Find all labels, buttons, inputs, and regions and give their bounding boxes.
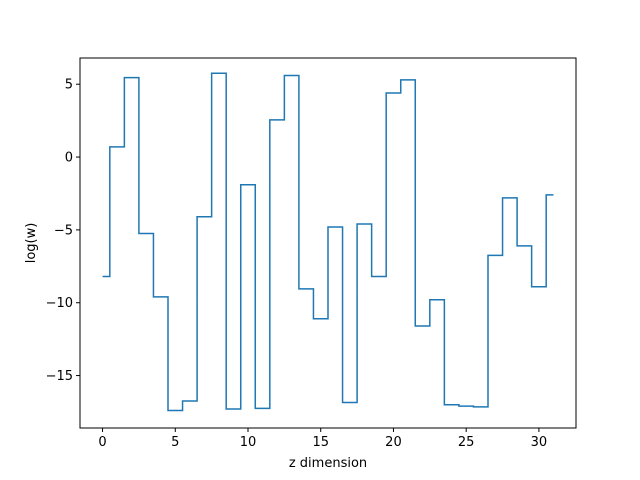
x-tick-label-25: 25 <box>458 435 475 450</box>
y-tick-label-4: 5 <box>65 78 73 93</box>
data-point-8 <box>216 71 221 76</box>
data-point-0 <box>100 274 105 279</box>
data-point-10 <box>246 182 251 187</box>
data-point-17 <box>347 400 352 405</box>
y-tick-label-3: 0 <box>65 151 73 166</box>
data-point-22 <box>420 324 425 329</box>
x-tick-label-20: 20 <box>385 435 402 450</box>
data-point-5 <box>173 408 178 413</box>
series-layer <box>100 71 556 413</box>
step-series-line-0 <box>102 72 554 412</box>
x-tick-label-10: 10 <box>240 435 257 450</box>
data-point-7 <box>202 214 207 219</box>
y-tick-label-1: −10 <box>46 296 73 311</box>
data-point-3 <box>144 231 149 236</box>
data-point-14 <box>304 286 309 291</box>
data-point-4 <box>158 294 163 299</box>
data-point-19 <box>376 274 381 279</box>
plot-area <box>80 58 576 428</box>
data-point-9 <box>231 407 236 412</box>
x-axis-ticks: 0 5 10 15 20 25 30 <box>98 428 547 450</box>
data-point-15 <box>318 316 323 321</box>
data-point-20 <box>391 90 396 95</box>
x-axis-label: z dimension <box>289 456 367 471</box>
data-point-6 <box>187 399 192 404</box>
data-point-28 <box>507 195 512 200</box>
data-point-13 <box>289 73 294 78</box>
x-tick-label-15: 15 <box>312 435 329 450</box>
x-tick-label-0: 0 <box>98 435 106 450</box>
data-point-23 <box>435 297 440 302</box>
data-point-12 <box>275 117 280 122</box>
x-tick-label-5: 5 <box>171 435 179 450</box>
data-point-21 <box>406 77 411 82</box>
data-point-30 <box>536 284 541 289</box>
data-point-27 <box>493 253 498 258</box>
data-point-16 <box>333 224 338 229</box>
data-point-1 <box>115 144 120 149</box>
axes-frame <box>79 57 577 429</box>
data-point-25 <box>464 404 469 409</box>
data-point-31 <box>551 192 556 197</box>
data-point-24 <box>449 402 454 407</box>
data-point-29 <box>522 243 527 248</box>
data-point-2 <box>129 75 134 80</box>
y-axis-ticks: −15 −10 −5 0 5 <box>46 78 80 384</box>
y-tick-label-0: −15 <box>46 369 73 384</box>
data-point-18 <box>362 222 367 227</box>
data-point-11 <box>260 406 265 411</box>
data-point-26 <box>478 404 483 409</box>
y-tick-label-2: −5 <box>54 223 73 238</box>
y-axis-label: log(w) <box>24 223 39 264</box>
x-tick-label-30: 30 <box>531 435 548 450</box>
